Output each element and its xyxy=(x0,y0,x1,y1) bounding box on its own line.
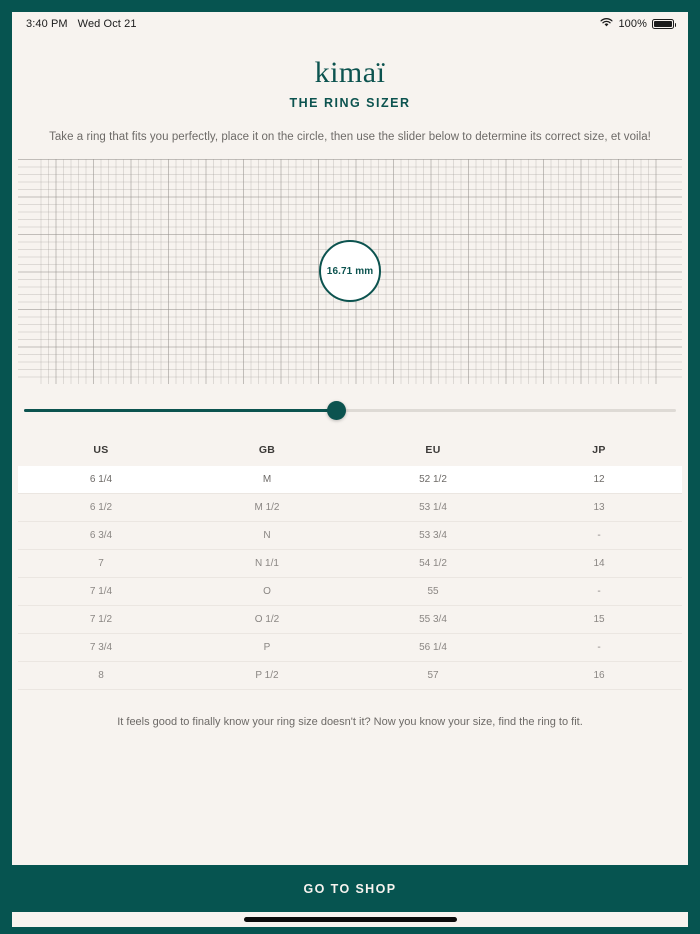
cell-eu: 55 3/4 xyxy=(350,605,516,634)
cell-eu: 56 1/4 xyxy=(350,633,516,662)
cell-gb: P xyxy=(184,633,350,662)
table-row[interactable]: 7 1/4 O 55- xyxy=(18,577,682,606)
size-slider[interactable] xyxy=(24,399,676,423)
cell-jp: 16 xyxy=(516,661,682,690)
column-header-jp: JP xyxy=(592,443,606,456)
outro-text: It feels good to finally know your ring … xyxy=(117,715,583,728)
cell-jp: - xyxy=(516,577,682,606)
battery-percent: 100% xyxy=(618,18,647,30)
cell-us: 6 3/4 xyxy=(18,521,184,550)
cell-eu: 57 xyxy=(350,661,516,690)
grid-mask-right xyxy=(662,158,682,384)
cell-jp: - xyxy=(516,633,682,662)
go-to-shop-button[interactable]: GO TO SHOP xyxy=(12,865,688,912)
ring-size-value: 16.71 mm xyxy=(326,265,374,277)
cell-gb: O xyxy=(184,577,350,606)
status-bar: 3:40 PM Wed Oct 21 100% xyxy=(12,12,688,36)
ring-size-table: US GB EU JP 6 1/4 M 52 1/2 12 6 1/2 M 1/2 53 1… xyxy=(18,435,682,690)
brand-header: kimaï THE RING SIZER xyxy=(12,36,688,110)
grid-mask-left xyxy=(18,158,38,384)
go-to-shop-label: GO TO SHOP xyxy=(303,881,397,896)
intro-text: Take a ring that fits you perfectly, pla… xyxy=(49,130,651,143)
column-header-us: US xyxy=(93,443,109,456)
cell-us: 6 1/2 xyxy=(18,493,184,522)
cell-eu: 55 xyxy=(350,577,516,606)
cell-us: 7 xyxy=(18,549,184,578)
table-row[interactable]: 6 1/2 M 1/2 53 1/4 13 xyxy=(18,493,682,522)
cell-gb: P 1/2 xyxy=(184,661,350,690)
cell-gb: M xyxy=(184,465,350,494)
cell-eu: 53 1/4 xyxy=(350,493,516,522)
table-row[interactable]: 6 1/4 M 52 1/2 12 xyxy=(18,465,682,494)
cell-us: 7 1/2 xyxy=(18,605,184,634)
cell-eu: 53 3/4 xyxy=(350,521,516,550)
page-title: THE RING SIZER xyxy=(289,95,411,110)
column-header-gb: GB xyxy=(258,443,276,456)
cell-eu: 54 1/2 xyxy=(350,549,516,578)
measuring-grid: 16.71 mm xyxy=(18,158,682,384)
cell-eu: 52 1/2 xyxy=(350,465,516,494)
cell-gb: M 1/2 xyxy=(184,493,350,522)
cell-us: 7 1/4 xyxy=(18,577,184,606)
app-surface: 3:40 PM Wed Oct 21 100% kimaï xyxy=(12,12,688,865)
cell-jp: - xyxy=(516,521,682,550)
cell-us: 8 xyxy=(18,661,184,690)
table-row[interactable]: 6 3/4 N 53 3/4- xyxy=(18,521,682,550)
cell-gb: N xyxy=(184,521,350,550)
table-row[interactable]: 7 3/4 P 56 1/4- xyxy=(18,633,682,662)
battery-full-icon xyxy=(652,19,676,29)
table-body: 6 1/4 M 52 1/2 12 6 1/2 M 1/2 53 1/4 13 6 3/4 N 53… xyxy=(18,465,682,690)
cell-us: 6 1/4 xyxy=(18,465,184,494)
wifi-icon xyxy=(600,17,614,30)
brand-logo: kimaï xyxy=(314,56,386,89)
cell-us: 7 3/4 xyxy=(18,633,184,662)
status-date: Wed Oct 21 xyxy=(77,18,137,30)
status-time: 3:40 PM xyxy=(26,18,68,30)
home-indicator-strip xyxy=(12,912,688,927)
cell-jp: 14 xyxy=(516,549,682,578)
table-header-row: US GB EU JP xyxy=(18,435,682,466)
cell-gb: N 1/1 xyxy=(184,549,350,578)
status-bar-right: 100% xyxy=(600,17,676,31)
ring-size-circle[interactable]: 16.71 mm xyxy=(319,240,381,302)
cell-jp: 12 xyxy=(516,465,682,494)
status-bar-left: 3:40 PM Wed Oct 21 xyxy=(26,18,137,30)
slider-thumb[interactable] xyxy=(327,401,347,420)
cell-gb: O 1/2 xyxy=(184,605,350,634)
cell-jp: 15 xyxy=(516,605,682,634)
table-row[interactable]: 7 1/2 O 1/2 55 3/4 15 xyxy=(18,605,682,634)
slider-track[interactable] xyxy=(24,409,676,412)
cell-jp: 13 xyxy=(516,493,682,522)
slider-fill xyxy=(24,409,337,412)
home-indicator[interactable] xyxy=(243,917,457,922)
column-header-eu: EU xyxy=(425,443,441,456)
